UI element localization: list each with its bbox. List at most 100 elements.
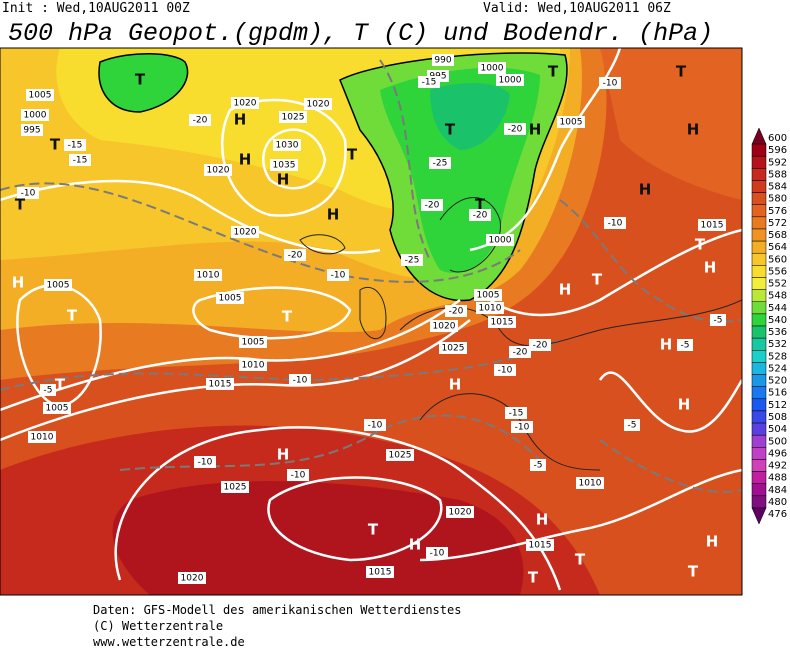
- label-box: [604, 217, 626, 229]
- label-box: [469, 209, 491, 221]
- colorbar-label: 512: [768, 400, 787, 411]
- pressure-center: H: [12, 274, 25, 292]
- contour-label: -15: [68, 141, 83, 151]
- pressure-center: H: [704, 259, 717, 277]
- isotherms: [0, 59, 742, 493]
- colorbar-label: 568: [768, 230, 787, 241]
- pressure-center: T: [676, 63, 687, 81]
- contour-label: -10: [515, 423, 530, 433]
- colorbar-cell: [751, 434, 767, 448]
- label-box: [270, 159, 298, 171]
- colorbar-cell: [751, 143, 767, 157]
- label-box: [511, 421, 533, 433]
- valid-time: Valid: Wed,10AUG2011 06Z: [483, 1, 671, 16]
- colorbar-label: 588: [768, 169, 787, 180]
- colorbar-cell: [751, 204, 767, 218]
- contour-label: 1025: [442, 344, 465, 354]
- pressure-center: H: [327, 206, 340, 224]
- contour-label: 1015: [209, 380, 232, 390]
- colorbar-cell: [751, 127, 767, 145]
- pressure-center: T: [528, 569, 539, 587]
- contour-label: 1005: [560, 118, 583, 128]
- colorbar-cell: [751, 350, 767, 363]
- colorbar-label: 580: [768, 194, 787, 205]
- colorbar-label: 548: [768, 291, 787, 302]
- contour-label: -25: [433, 159, 448, 169]
- label-box: [446, 506, 474, 518]
- contour-label: -10: [498, 366, 513, 376]
- contour-label: 1010: [579, 479, 602, 489]
- pressure-center: T: [50, 136, 61, 154]
- label-box: [557, 116, 585, 128]
- colorbar-label: 540: [768, 315, 787, 326]
- colorbar-label: 596: [768, 145, 787, 156]
- colorbar-label: 484: [768, 485, 787, 496]
- label-box: [26, 89, 54, 101]
- contour-label: 1000: [489, 236, 512, 246]
- contour-label: -25: [405, 256, 420, 266]
- colorbar-label: 504: [768, 424, 787, 435]
- pressure-center: T: [282, 308, 293, 326]
- contour-label: 1005: [29, 91, 52, 101]
- label-box: [284, 249, 306, 261]
- contour-label: 1005: [219, 294, 242, 304]
- contour-label: -20: [425, 201, 440, 211]
- contour-label: 1020: [307, 100, 330, 110]
- label-box: [576, 477, 604, 489]
- label-box: [476, 302, 504, 314]
- label-box: [194, 456, 216, 468]
- colorbar-label: 600: [768, 133, 787, 144]
- label-box: [231, 226, 259, 238]
- contour-label: -10: [331, 271, 346, 281]
- colorbar-cell: [751, 471, 767, 484]
- colorbar-cell: [751, 483, 767, 497]
- pressure-center: T: [695, 236, 706, 254]
- contour-label: -5: [681, 341, 690, 351]
- contour-label: 1020: [207, 166, 230, 176]
- contour-label: 1020: [234, 99, 257, 109]
- contour-label: -10: [608, 219, 623, 229]
- colorbar-cell: [751, 386, 767, 400]
- label-box: [364, 419, 386, 431]
- contour-label: 1005: [477, 291, 500, 301]
- colorbar-label: 476: [768, 509, 787, 520]
- colorbar-cell: [751, 155, 767, 169]
- contour-label: 1005: [46, 404, 69, 414]
- pressure-center: H: [529, 121, 542, 139]
- colorbar-label: 496: [768, 448, 787, 459]
- contour-label: -15: [509, 409, 524, 419]
- label-box: [178, 572, 206, 584]
- contour-label: -20: [513, 348, 528, 358]
- contour-label: -5: [714, 316, 723, 326]
- label-box: [677, 339, 693, 351]
- contour-label: -5: [44, 386, 53, 396]
- pressure-center: T: [475, 196, 486, 214]
- colorbar-label: 520: [768, 376, 787, 387]
- field: [430, 83, 510, 150]
- pressure-center: H: [678, 396, 691, 414]
- label-box: [327, 269, 349, 281]
- pressure-center: T: [368, 521, 379, 539]
- map-title: 500 hPa Geopot.(gpdm), T (C) und Bodendr…: [8, 19, 713, 48]
- pressure-center: H: [239, 151, 252, 169]
- contour-label: -10: [603, 79, 618, 89]
- label-box: [445, 305, 467, 317]
- pressure-center: H: [277, 446, 290, 464]
- colorbar-cell: [751, 216, 767, 230]
- label-box: [439, 342, 467, 354]
- colorbar-label: 480: [768, 497, 787, 508]
- label-box: [526, 539, 554, 551]
- contour-label: 1020: [234, 228, 257, 238]
- contour-label: 1020: [449, 508, 472, 518]
- contour-label: 1025: [282, 113, 305, 123]
- label-box: [206, 378, 234, 390]
- colorbar-cell: [751, 362, 767, 375]
- pressure-center: T: [347, 146, 358, 164]
- label-box: [273, 139, 301, 151]
- label-box: [426, 547, 448, 559]
- colorbar-label: 488: [768, 473, 787, 484]
- label-box: [44, 279, 72, 291]
- contour-label: 1010: [197, 271, 220, 281]
- pressure-center: T: [592, 271, 603, 289]
- colorbar-cell: [751, 180, 767, 193]
